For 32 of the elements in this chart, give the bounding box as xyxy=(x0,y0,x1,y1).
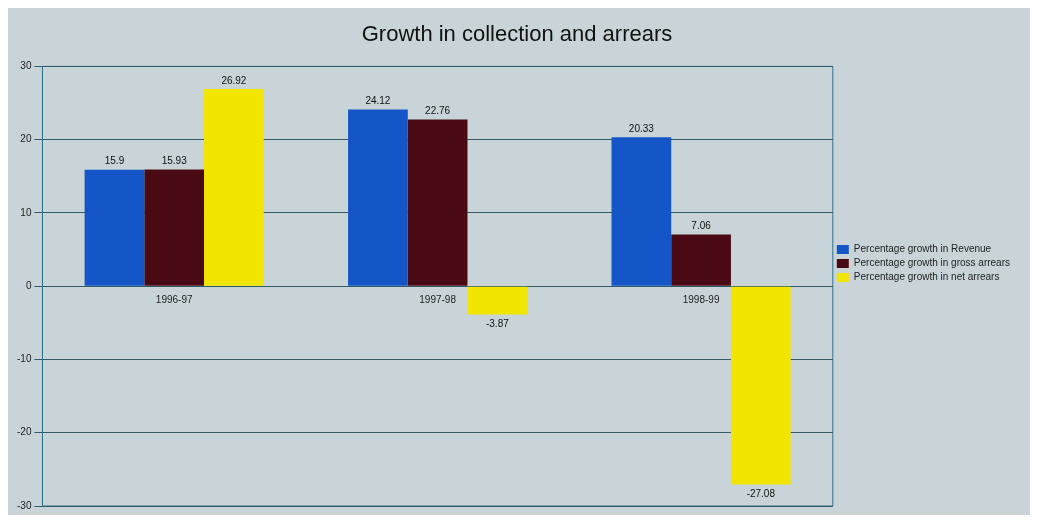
bar xyxy=(348,109,408,286)
y-tick-label: -30 xyxy=(17,499,32,511)
x-tick-label: 1998-99 xyxy=(682,293,720,305)
x-tick-label: 1997-98 xyxy=(419,293,457,305)
data-label: 24.12 xyxy=(365,95,391,107)
bar xyxy=(144,169,205,286)
chart-title: Growth in collection and arrears xyxy=(361,21,673,47)
y-tick-label: -20 xyxy=(17,426,32,438)
bar xyxy=(467,286,528,315)
data-label: 26.92 xyxy=(221,74,247,86)
data-label: 20.33 xyxy=(628,123,655,134)
legend-label: Percentage growth in net arrears xyxy=(853,271,1000,283)
y-tick-label: 20 xyxy=(20,133,32,145)
y-tick-label: 0 xyxy=(25,279,32,291)
legend-label: Percentage growth in Revenue xyxy=(853,243,992,255)
y-tick-label: -10 xyxy=(17,353,32,365)
bar xyxy=(204,88,264,286)
bar xyxy=(84,169,145,286)
bar xyxy=(730,286,791,485)
data-label: -27.08 xyxy=(746,488,776,500)
x-tick-label: 1996-97 xyxy=(155,293,193,305)
data-label: 15.9 xyxy=(104,155,125,167)
data-label: 15.93 xyxy=(161,155,188,167)
bar xyxy=(671,234,731,286)
y-tick-label: 30 xyxy=(20,60,32,72)
data-label: -3.87 xyxy=(485,318,510,330)
data-label: 22.76 xyxy=(425,105,451,117)
bar xyxy=(611,137,672,286)
data-label: 7.06 xyxy=(691,220,712,232)
legend-label: Percentage growth in gross arrears xyxy=(853,257,1010,269)
bar xyxy=(407,119,468,286)
y-tick-label: 10 xyxy=(20,206,32,218)
